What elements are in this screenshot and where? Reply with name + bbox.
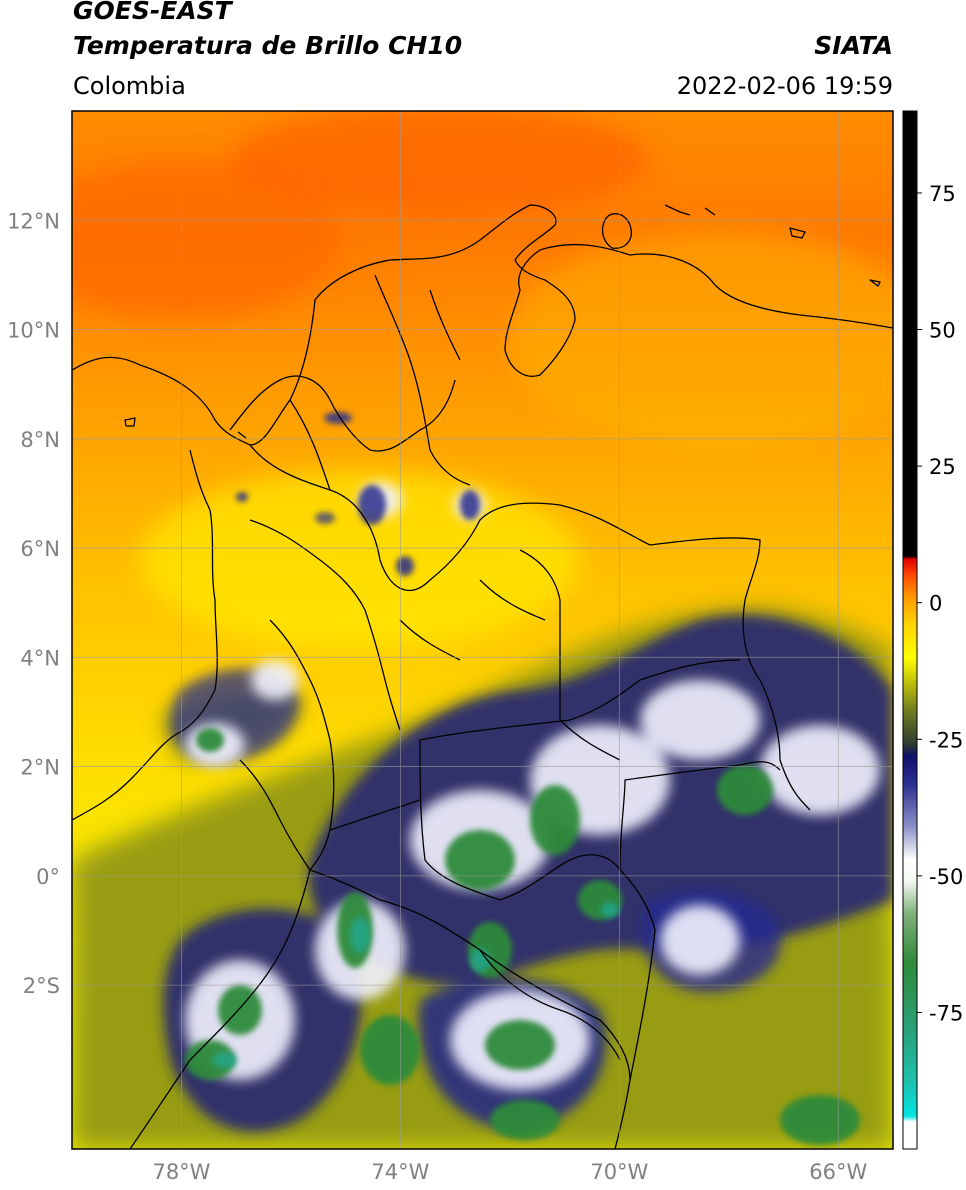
satellite-title: GOES-EAST [73, 0, 232, 25]
product-title: Temperatura de Brillo CH10 [73, 31, 463, 60]
lat-tick-label: 2°N [20, 756, 60, 780]
colorbar-tick-label: -75 [929, 1001, 963, 1025]
region-label: Colombia [73, 72, 186, 100]
longitude-axis: 78°W 74°W 70°W 66°W [152, 1160, 867, 1184]
colorbar-tick-label: -25 [929, 728, 963, 752]
colorbar-tick-label: 75 [929, 182, 956, 206]
colorbar-tick-label: 0 [929, 592, 942, 616]
lon-tick-label: 78°W [152, 1160, 210, 1184]
latitude-axis: 12°N 10°N 8°N 6°N 4°N 2°N 0° 2°S [7, 209, 60, 998]
organization-label: SIATA [814, 31, 893, 60]
graticule [72, 111, 893, 1149]
lat-tick-label: 10°N [7, 319, 60, 343]
lon-tick-label: 66°W [809, 1160, 867, 1184]
lat-tick-label: 8°N [20, 428, 60, 452]
datetime-label: 2022-02-06 19:59 [676, 72, 893, 100]
lat-tick-label: 12°N [7, 209, 60, 233]
colorbar-tick-label: 50 [929, 319, 956, 343]
colorbar-ticks: 75 50 25 0 -25 -50 -75 [917, 182, 963, 1025]
map-frame [71, 110, 894, 1150]
colorbar-frame [902, 110, 918, 1150]
lat-tick-label: 2°S [23, 974, 60, 998]
lon-tick-label: 74°W [371, 1160, 429, 1184]
lat-tick-label: 0° [36, 865, 60, 889]
colorbar-tick-label: -50 [929, 865, 963, 889]
colorbar-tick-label: 25 [929, 455, 956, 479]
brightness-temperature-field [72, 111, 893, 1149]
lon-tick-label: 70°W [590, 1160, 648, 1184]
lat-tick-label: 6°N [20, 537, 60, 561]
lat-tick-label: 4°N [20, 646, 60, 670]
colorbar [903, 111, 917, 1149]
